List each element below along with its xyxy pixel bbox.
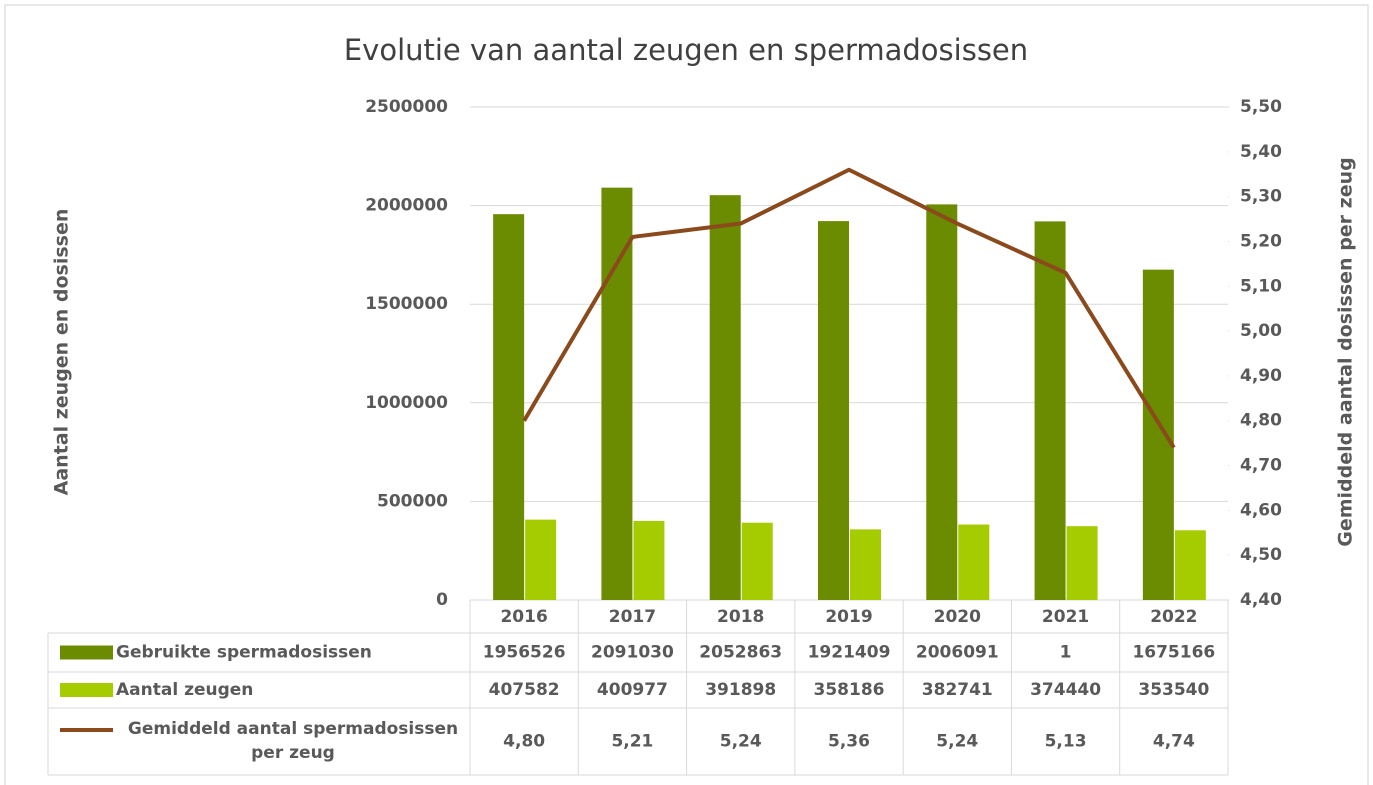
y-tick-label: 2500000 [365, 97, 448, 117]
table-value: 4,74 [1153, 732, 1195, 752]
table-value: 2006091 [916, 643, 999, 663]
line [522, 167, 1176, 449]
bar [601, 187, 633, 601]
table-value: 5,24 [720, 732, 762, 752]
y-tick-label: 0 [436, 590, 448, 610]
table-value: 374440 [1030, 680, 1101, 700]
table-value: 1675166 [1132, 643, 1215, 663]
data-table [47, 599, 1229, 776]
legend-label: Aantal zeugen [116, 680, 253, 700]
x-tick-label: 2019 [825, 607, 872, 627]
chart-title: Evolutie van aantal zeugen en spermadosi… [344, 33, 1028, 67]
y-tick-label: 500000 [377, 491, 448, 511]
y2-tick-label: 5,30 [1240, 187, 1282, 207]
legend-label-box: Gemiddeld aantal spermadosissen per zeug [127, 718, 459, 763]
table-value: 5,24 [936, 732, 978, 752]
table-value: 5,13 [1045, 732, 1087, 752]
bar [709, 195, 741, 600]
legend-label: Gemiddeld aantal spermadosissen per zeug [127, 718, 459, 763]
bar [633, 520, 665, 600]
bar [850, 529, 881, 600]
x-tick-label: 2016 [500, 607, 547, 627]
y2-tick-label: 5,20 [1240, 231, 1282, 251]
legend-swatch [60, 645, 113, 660]
table-value: 400977 [597, 680, 668, 700]
bar [493, 214, 525, 600]
bar [926, 204, 958, 600]
x-tick-label: 2017 [609, 607, 656, 627]
table-value: 382741 [922, 680, 993, 700]
y2-tick-label: 4,60 [1240, 500, 1282, 520]
table-value: 1921409 [808, 643, 891, 663]
legend-swatch [60, 683, 113, 697]
table-value: 391898 [705, 680, 776, 700]
x-tick-label: 2020 [934, 607, 981, 627]
bar [818, 221, 849, 600]
y-tick-label: 2000000 [365, 196, 448, 216]
x-tick-label: 2018 [717, 607, 764, 627]
bar [525, 519, 557, 600]
x-tick-label: 2022 [1150, 607, 1197, 627]
bar [1142, 269, 1174, 600]
y2-tick-label: 4,50 [1240, 545, 1282, 565]
table-value: 1956526 [483, 643, 566, 663]
y2-axis-title: Gemiddeld aantal dosissen per zeug [1335, 157, 1357, 546]
y2-tick-label: 5,10 [1240, 276, 1282, 296]
legend-label: Gebruikte spermadosissen [116, 643, 372, 663]
bar [1034, 221, 1066, 600]
y-tick-label: 1000000 [365, 393, 448, 413]
table-value: 2091030 [591, 643, 674, 663]
table-value: 4,80 [503, 732, 545, 752]
y-axis-title: Aantal zeugen en dosissen [51, 209, 73, 496]
x-tick-label: 2021 [1042, 607, 1089, 627]
y2-tick-label: 4,70 [1240, 456, 1282, 476]
bar [1066, 526, 1098, 600]
table-value: 1 [1060, 643, 1072, 663]
y-tick-label: 1500000 [365, 294, 448, 314]
y2-tick-label: 5,50 [1240, 97, 1282, 117]
table-value: 2052863 [699, 643, 782, 663]
table-value: 358186 [814, 680, 885, 700]
table-value: 5,36 [828, 732, 870, 752]
y2-tick-label: 4,40 [1240, 590, 1282, 610]
bar [1174, 530, 1206, 600]
bar [741, 522, 773, 600]
table-value: 353540 [1138, 680, 1209, 700]
y2-tick-label: 4,80 [1240, 411, 1282, 431]
y2-tick-label: 4,90 [1240, 366, 1282, 386]
bar [958, 524, 990, 600]
table-value: 5,21 [611, 732, 653, 752]
table-value: 407582 [489, 680, 560, 700]
y2-tick-label: 5,00 [1240, 321, 1282, 341]
y2-tick-label: 5,40 [1240, 142, 1282, 162]
